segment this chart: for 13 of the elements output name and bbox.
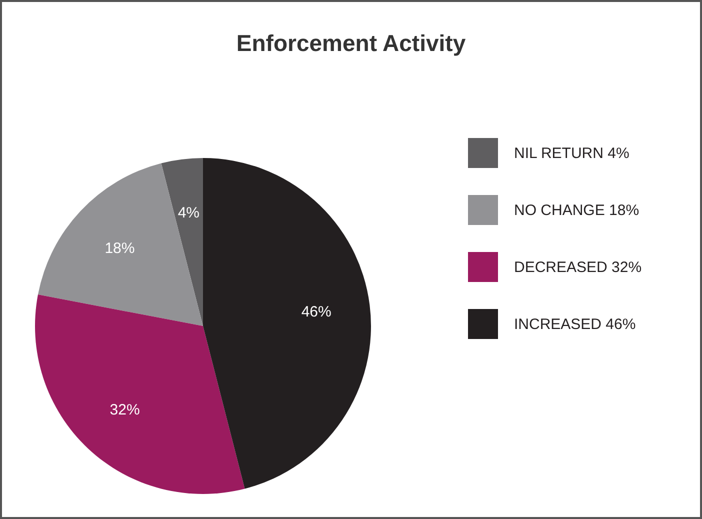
data-label: 4% [178,204,200,222]
pie-slice [161,158,203,326]
legend-label: INCREASED 46% [514,316,636,333]
legend-label: NIL RETURN 4% [514,145,630,162]
pie-slice [203,158,371,489]
pie-slice [35,294,245,494]
chart-title: Enforcement Activity [236,30,466,56]
legend-label: NO CHANGE 18% [514,202,640,219]
data-label: 18% [104,240,135,257]
legend-label: DECREASED 32% [514,259,642,276]
pie-slice [38,163,203,326]
data-label: 32% [110,401,140,418]
data-label: 46% [301,304,332,321]
